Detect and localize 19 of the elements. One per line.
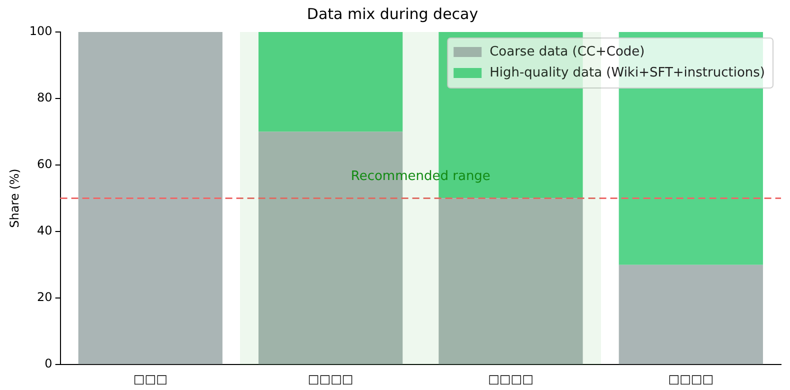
y-tick-label: 60 [37, 157, 52, 172]
x-tick-label: □□□ [133, 372, 168, 386]
y-tick-label: 80 [37, 90, 52, 105]
x-tick-label: □□□□ [668, 372, 714, 386]
bar [618, 264, 763, 364]
annotation: Recommended range [350, 169, 490, 184]
chart-title: Data mix during decay [306, 4, 478, 23]
bar [78, 32, 222, 364]
bar [258, 32, 403, 132]
legend-label: High-quality data (Wiki+SFT+instructions) [490, 65, 765, 80]
y-tick-label: 20 [37, 290, 52, 304]
legend-label: Coarse data (CC+Code) [490, 44, 645, 60]
y-axis-title: Share (%) [7, 168, 22, 228]
x-tick-label: □□□□ [308, 372, 354, 386]
y-tick-label: 40 [37, 224, 52, 238]
x-tick-label: □□□□ [488, 372, 534, 386]
bar [438, 198, 583, 364]
y-tick-label: 100 [29, 24, 52, 38]
y-tick-label: 0 [44, 356, 52, 371]
